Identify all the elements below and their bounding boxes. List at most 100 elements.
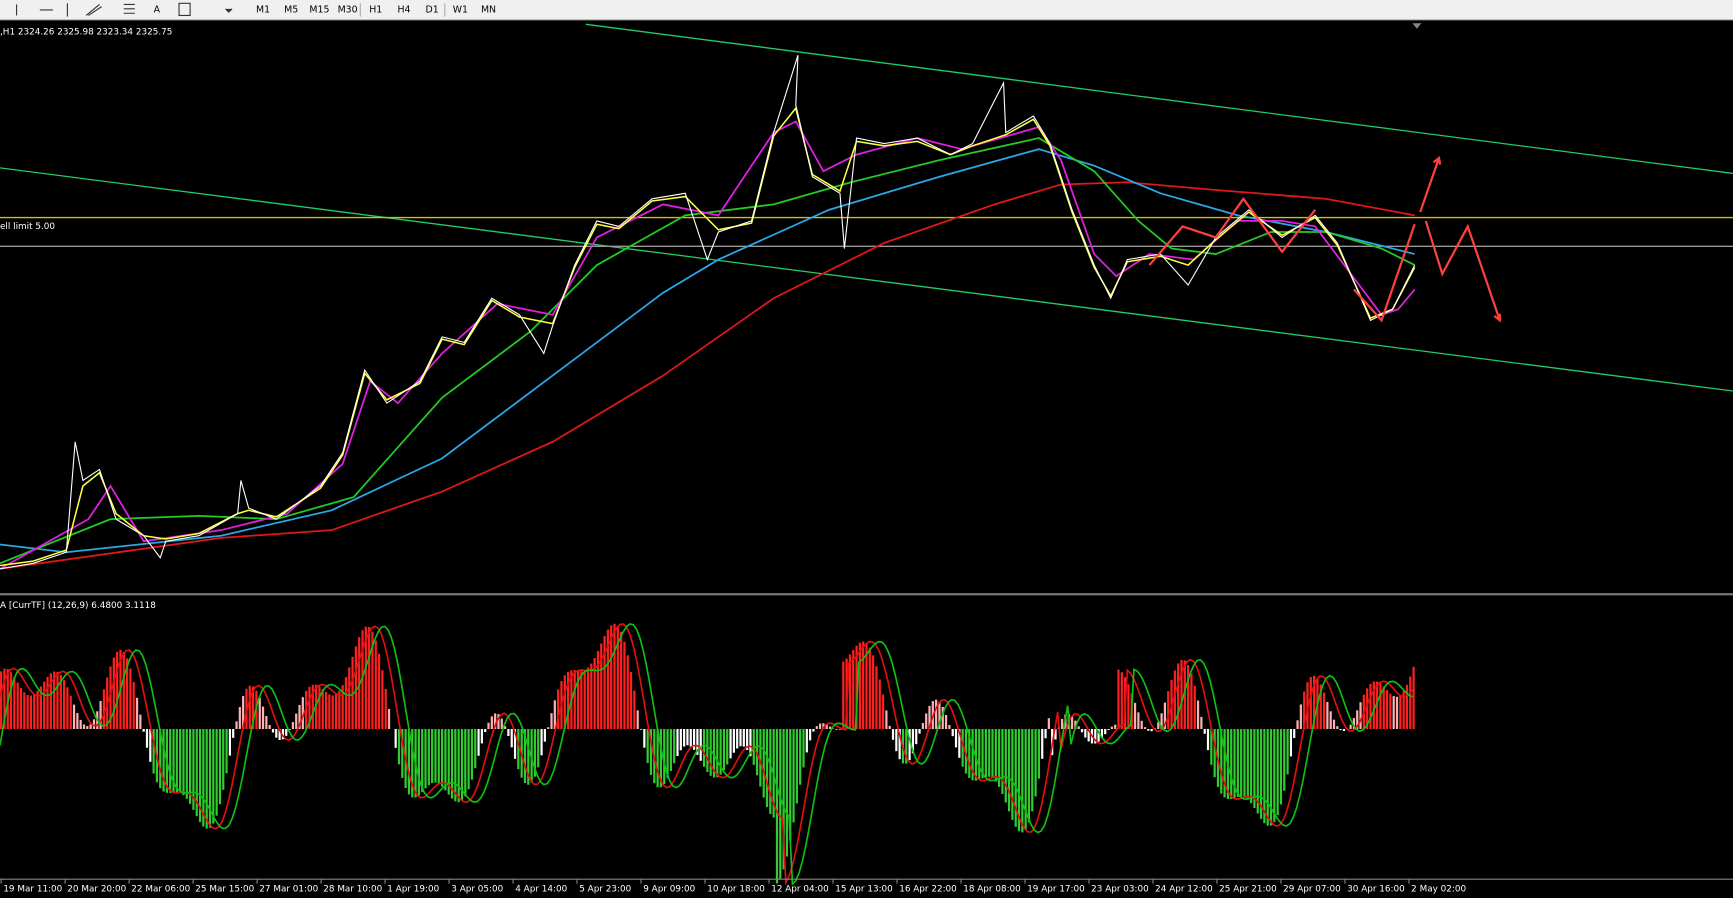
histogram-bar — [72, 704, 76, 730]
timeframe-button[interactable]: H1 — [369, 4, 382, 15]
time-label: 24 Apr 12:00 — [1155, 885, 1213, 895]
histogram-bar — [815, 726, 818, 730]
time-label: 5 Apr 23:00 — [579, 885, 631, 895]
order-label: ell limit 5.00 — [0, 222, 55, 232]
histogram-bar — [1399, 695, 1402, 730]
histogram-bar — [825, 724, 828, 730]
histogram-bar — [1372, 681, 1375, 730]
time-label: 28 Mar 10:00 — [323, 885, 382, 895]
histogram-bar — [102, 689, 105, 730]
histogram-bar — [802, 729, 805, 768]
histogram-bar — [129, 668, 132, 730]
time-axis: 19 Mar 11:00 20 Mar 20:00 22 Mar 06:00 25 M… — [0, 879, 1466, 895]
time-label: 29 Apr 07:00 — [1283, 885, 1341, 895]
histogram-bar — [649, 729, 653, 776]
histogram-bar — [908, 729, 911, 761]
histogram-bar — [62, 680, 66, 730]
histogram-bar — [162, 729, 165, 792]
histogram-bar — [1246, 729, 1249, 800]
histogram-bar — [132, 682, 135, 730]
histogram-bar — [354, 646, 357, 730]
histogram-bar — [387, 708, 391, 730]
histogram-bar — [633, 690, 636, 730]
histogram-bar — [935, 699, 938, 730]
histogram-bar — [79, 719, 82, 730]
histogram-bar — [1230, 729, 1233, 799]
histogram-bar — [676, 729, 679, 757]
time-label: 15 Apr 13:00 — [835, 885, 893, 895]
histogram-bar — [1240, 729, 1243, 797]
histogram-bar — [185, 729, 188, 799]
histogram-bar — [421, 729, 424, 793]
histogram-bar — [749, 729, 752, 757]
histogram-bar — [732, 729, 735, 753]
histogram-bar — [566, 671, 570, 730]
histogram-bar — [898, 729, 901, 760]
histogram-bar — [1084, 729, 1087, 738]
histogram-bar — [1299, 704, 1302, 730]
histogram-bar — [1385, 690, 1389, 730]
histogram-bar — [1213, 729, 1216, 778]
timeframe-button[interactable]: M5 — [284, 4, 298, 15]
timeframe-button[interactable]: M1 — [256, 4, 270, 15]
histogram-bar — [321, 689, 324, 730]
histogram-bar — [99, 700, 102, 730]
histogram-bar — [1080, 729, 1084, 733]
histogram-bar — [755, 729, 759, 776]
histogram-bar — [281, 729, 285, 740]
histogram-bar — [865, 643, 868, 730]
histogram-bar — [998, 729, 1001, 787]
histogram-bar — [192, 729, 195, 810]
histogram-bar — [1376, 681, 1379, 730]
histogram-bar — [261, 706, 265, 730]
histogram-bar — [944, 715, 948, 730]
time-label: 4 Apr 14:00 — [515, 885, 567, 895]
histogram-bar — [175, 729, 178, 793]
histogram-bar — [122, 651, 125, 730]
histogram-bar — [842, 661, 845, 730]
histogram-bar — [434, 729, 437, 783]
text-tool[interactable]: A — [154, 4, 161, 15]
histogram-bar — [590, 663, 593, 730]
timeframe-button[interactable]: M15 — [309, 4, 329, 15]
histogram-bar — [799, 729, 802, 785]
histogram-bar — [858, 642, 861, 730]
timeframe-button[interactable]: W1 — [453, 4, 468, 15]
histogram-bar — [739, 729, 742, 747]
chart-header: ,H1 2324.26 2325.98 2323.34 2325.75 — [0, 28, 172, 38]
histogram-bar — [547, 727, 550, 730]
time-label: 25 Apr 21:00 — [1219, 885, 1277, 895]
histogram-bar — [1379, 683, 1382, 730]
histogram-bar — [795, 729, 798, 804]
time-label: 20 Mar 20:00 — [67, 885, 126, 895]
time-label: 27 Mar 01:00 — [259, 885, 318, 895]
timeframe-button[interactable]: MN — [481, 4, 496, 15]
timeframe-button[interactable]: H4 — [397, 4, 410, 15]
histogram-bar — [639, 729, 643, 730]
histogram-bar — [679, 729, 682, 751]
histogram-bar — [1369, 683, 1372, 730]
histogram-bar — [1014, 729, 1017, 827]
histogram-bar — [278, 729, 281, 741]
histogram-bar — [470, 729, 474, 780]
histogram-bar — [822, 723, 825, 730]
histogram-bar — [507, 729, 510, 737]
channel-bottom — [0, 167, 1733, 392]
histogram-bar — [417, 729, 420, 796]
histogram-bar — [1117, 669, 1120, 730]
histogram-bar — [673, 729, 676, 764]
histogram-bar — [974, 729, 978, 781]
timeframe-button[interactable]: M30 — [338, 4, 358, 15]
histogram-bar — [1011, 729, 1014, 820]
histogram-bar — [1329, 711, 1332, 730]
histogram-bar — [212, 729, 215, 824]
histogram-bar — [500, 718, 503, 730]
histogram-bar — [663, 729, 666, 785]
histogram-bar — [1223, 729, 1226, 798]
histogram-bar — [915, 729, 918, 745]
histogram-bar — [928, 705, 931, 730]
histogram-bar — [1070, 716, 1074, 730]
histogram-bar — [600, 643, 603, 730]
histogram-bar — [1319, 684, 1322, 730]
timeframe-button[interactable]: D1 — [426, 4, 439, 15]
